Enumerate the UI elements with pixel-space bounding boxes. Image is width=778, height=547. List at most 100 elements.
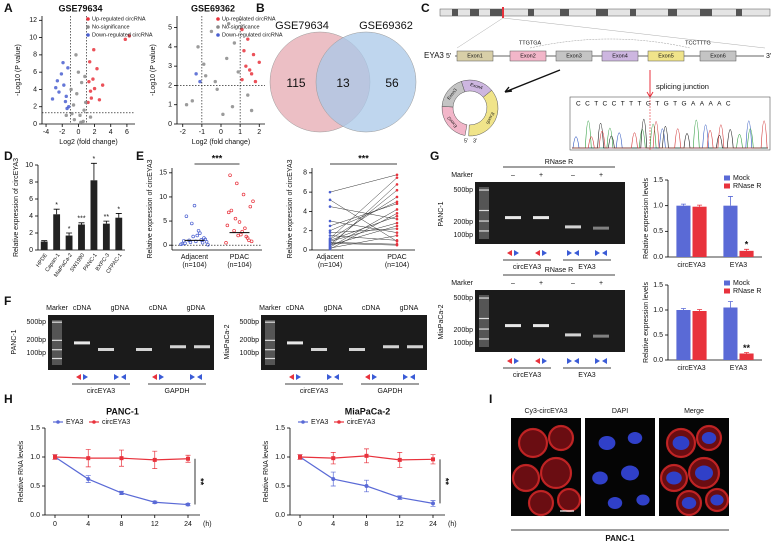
x-unit: (h) bbox=[448, 521, 457, 528]
pair-line bbox=[329, 199, 398, 242]
x-tick-label: 8 bbox=[120, 521, 124, 528]
point bbox=[57, 90, 61, 94]
bar bbox=[692, 311, 707, 360]
point bbox=[328, 231, 332, 234]
x-tick-label: 2 bbox=[257, 129, 261, 136]
primer-arrow bbox=[365, 374, 370, 380]
lane-label: gDNA bbox=[400, 305, 419, 312]
point bbox=[184, 103, 189, 107]
point bbox=[395, 224, 399, 228]
gel-band bbox=[349, 348, 365, 351]
point bbox=[249, 239, 254, 244]
y-axis-title: Relative expression levels bbox=[643, 178, 650, 259]
bar bbox=[65, 235, 73, 250]
chromosome-band bbox=[490, 9, 502, 16]
point bbox=[240, 77, 244, 82]
size-label: 100bp bbox=[454, 340, 474, 347]
gel-band bbox=[311, 348, 327, 351]
panel-label: A bbox=[4, 1, 13, 15]
point bbox=[228, 173, 232, 177]
point bbox=[243, 226, 247, 231]
legend-marker bbox=[86, 25, 90, 29]
point bbox=[395, 202, 399, 205]
exon-label: Exon6 bbox=[710, 53, 726, 59]
y-tick-label: 6 bbox=[303, 189, 307, 196]
point bbox=[331, 477, 336, 482]
point bbox=[79, 120, 83, 124]
lane-label: gDNA bbox=[324, 305, 343, 312]
point bbox=[395, 183, 399, 186]
size-label: 200bp bbox=[454, 219, 474, 226]
cell-label: MiaPaCa-2 bbox=[438, 304, 445, 339]
primer-arrow bbox=[535, 250, 540, 256]
y-tick-label: 1.5 bbox=[653, 282, 663, 289]
point bbox=[328, 229, 332, 233]
size-label: 200bp bbox=[27, 337, 47, 344]
primer-arrow bbox=[190, 374, 195, 380]
point bbox=[86, 477, 91, 482]
cell-cytoplasm bbox=[547, 424, 575, 452]
point bbox=[97, 98, 102, 102]
gel-band bbox=[287, 341, 303, 345]
ladder-band bbox=[265, 321, 275, 323]
point bbox=[395, 208, 399, 211]
point bbox=[119, 456, 124, 461]
error-bar bbox=[744, 352, 750, 354]
pair-line bbox=[329, 189, 398, 245]
gel-band bbox=[593, 226, 609, 230]
primer-arrow bbox=[372, 374, 377, 380]
primer-arrow bbox=[327, 374, 332, 380]
arrow bbox=[504, 69, 561, 93]
lane-label: + bbox=[539, 280, 543, 287]
point bbox=[194, 72, 198, 76]
pair-line bbox=[329, 242, 398, 245]
lane-label: cDNA bbox=[362, 305, 381, 312]
x-tick-label: 24 bbox=[429, 521, 437, 528]
legend-label: Down-regulated circRNA bbox=[222, 32, 283, 38]
bar bbox=[739, 250, 754, 257]
point bbox=[233, 216, 238, 221]
y-tick-label: 2 bbox=[33, 104, 37, 111]
point bbox=[397, 457, 402, 462]
error-bar bbox=[78, 222, 85, 225]
gel bbox=[261, 315, 427, 370]
significance: ** bbox=[104, 214, 110, 221]
point bbox=[92, 47, 96, 52]
point bbox=[183, 241, 187, 245]
y-tick-label: 4 bbox=[303, 208, 307, 215]
pair-line bbox=[329, 225, 398, 246]
significance: ** bbox=[441, 478, 451, 486]
venn-set bbox=[315, 31, 417, 133]
lane-label: cDNA bbox=[73, 305, 92, 312]
gel-band bbox=[505, 216, 521, 220]
legend-marker bbox=[724, 175, 730, 181]
y-axis-title: Relative RNA levels bbox=[18, 440, 25, 502]
size-label: 500bp bbox=[454, 187, 474, 194]
gel-band bbox=[194, 345, 210, 349]
point bbox=[395, 212, 399, 215]
y-tick-label: 0 bbox=[303, 247, 307, 254]
point bbox=[76, 70, 81, 74]
legend-label: Up-regulated circRNA bbox=[222, 16, 276, 22]
panel-label: G bbox=[430, 149, 439, 163]
y-tick-label: 2 bbox=[168, 82, 172, 89]
point bbox=[237, 220, 242, 224]
lane-label: Marker bbox=[451, 280, 473, 287]
chromosome-band bbox=[528, 9, 534, 16]
exon-label: Exon3 bbox=[566, 53, 582, 59]
y-tick-label: 0.0 bbox=[275, 512, 285, 519]
point bbox=[251, 52, 256, 57]
primer-arrow bbox=[296, 374, 301, 380]
y-tick-label: 2 bbox=[303, 228, 307, 235]
gel-band bbox=[74, 341, 90, 345]
point bbox=[395, 231, 399, 234]
x-tick-label: 0 bbox=[298, 521, 302, 528]
exon-label: Exon4 bbox=[612, 53, 628, 59]
legend-label: No-significance bbox=[222, 24, 260, 30]
size-label: 500bp bbox=[240, 319, 260, 326]
point bbox=[196, 45, 200, 49]
cell-nucleus bbox=[710, 494, 724, 506]
point bbox=[395, 173, 399, 177]
y-tick-label: 5 bbox=[163, 218, 167, 225]
cell-label: PANC-1 bbox=[438, 201, 445, 226]
